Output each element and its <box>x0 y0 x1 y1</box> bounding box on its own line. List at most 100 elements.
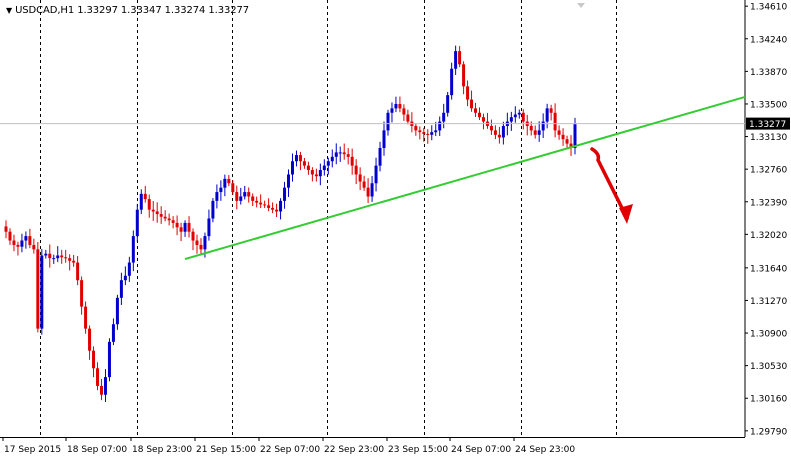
y-tick-label: 1.32390 <box>750 198 787 208</box>
trendline <box>184 95 746 260</box>
candle-body <box>350 156 354 166</box>
candle <box>40 248 44 335</box>
candle-body <box>251 196 255 201</box>
candle-body <box>573 124 577 149</box>
candle <box>561 128 565 146</box>
candle <box>557 125 561 140</box>
candle-body <box>454 51 458 69</box>
candle-body <box>294 155 298 162</box>
x-tick-label: 18 Sep 07:00 <box>67 445 127 455</box>
candle-body <box>565 139 569 144</box>
candle-body <box>314 174 318 177</box>
candle <box>283 181 287 209</box>
candle <box>438 116 442 136</box>
candle <box>521 109 525 130</box>
candle-body <box>330 156 334 162</box>
candle <box>191 228 195 251</box>
candle <box>24 231 28 249</box>
candle-body <box>111 324 115 342</box>
candle <box>52 254 56 264</box>
candle-body <box>92 350 96 369</box>
y-tick-label: 1.33130 <box>750 133 787 143</box>
candle <box>517 109 521 119</box>
candle <box>64 249 68 263</box>
down-arrow <box>590 147 633 224</box>
candle <box>334 143 338 165</box>
candle-body <box>64 257 68 259</box>
candle <box>330 149 334 168</box>
candle <box>235 185 239 210</box>
candle-body <box>143 193 147 200</box>
candle-body <box>346 154 350 157</box>
candle-body <box>163 216 167 219</box>
candle <box>279 198 283 220</box>
candle <box>426 129 430 144</box>
y-tick-label: 1.31640 <box>750 264 787 274</box>
candle-body <box>123 275 127 281</box>
candle <box>326 157 330 175</box>
candle <box>346 148 350 165</box>
y-tick-label: 1.34240 <box>750 35 787 45</box>
candle-body <box>16 244 20 247</box>
candle-body <box>235 192 239 201</box>
candle <box>155 202 159 223</box>
candle-body <box>382 130 386 149</box>
candle <box>44 249 48 259</box>
candle-body <box>478 112 482 118</box>
candle <box>207 209 211 241</box>
candle-body <box>521 112 525 122</box>
x-tick: 22 Sep 23:00 <box>322 437 384 455</box>
candle-body <box>402 108 406 115</box>
candle <box>88 325 92 360</box>
candle-body <box>119 280 123 298</box>
candle <box>127 256 131 282</box>
candle-body <box>406 114 410 122</box>
candle <box>406 109 410 125</box>
candle-body <box>442 112 446 122</box>
candle-body <box>40 255 44 329</box>
candle <box>199 238 203 256</box>
candle-body <box>72 260 76 263</box>
candle <box>290 153 294 182</box>
candle-body <box>426 133 430 135</box>
candle-body <box>561 134 565 140</box>
candle <box>179 222 183 242</box>
candle-body <box>24 236 28 241</box>
candle <box>497 126 501 144</box>
down-arrow-head <box>619 204 633 224</box>
candle <box>60 249 64 264</box>
candle <box>119 272 123 305</box>
candle-body <box>147 199 151 210</box>
current-price-label: 1.33277 <box>749 120 786 130</box>
candle <box>358 167 362 190</box>
y-tick-label: 1.32020 <box>750 231 787 241</box>
candle <box>48 244 52 268</box>
y-tick-label: 1.34610 <box>750 3 787 13</box>
candle <box>275 203 279 218</box>
candle-body <box>167 218 171 221</box>
candle <box>501 121 505 145</box>
candle-body <box>422 132 426 134</box>
candle <box>159 206 163 224</box>
candle <box>314 168 318 182</box>
candle <box>72 255 76 267</box>
candle <box>481 113 485 130</box>
y-tick-label: 1.30530 <box>750 362 787 372</box>
candle <box>434 121 438 137</box>
candle <box>263 200 267 208</box>
candle <box>294 150 298 167</box>
candle-body <box>474 108 478 113</box>
chart-menu-triangle-icon[interactable]: ▼ <box>6 6 13 15</box>
candle <box>139 189 143 215</box>
candle <box>569 135 573 156</box>
candle-body <box>195 240 199 245</box>
candle-body <box>68 258 72 261</box>
candle-body <box>318 170 322 177</box>
candle-body <box>243 192 247 197</box>
candle <box>474 102 478 117</box>
candle <box>549 104 553 121</box>
candle-body <box>418 130 422 133</box>
x-tick-label: 21 Sep 15:00 <box>196 445 256 455</box>
candle <box>342 143 346 160</box>
